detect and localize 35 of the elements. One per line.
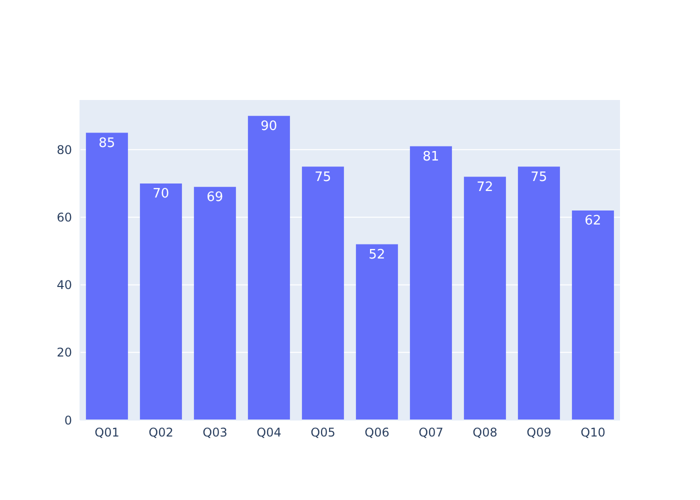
data-label: 62 <box>584 214 602 229</box>
data-label: 75 <box>530 170 548 185</box>
x-tick-label: Q08 <box>472 426 498 440</box>
data-label: 90 <box>260 119 278 134</box>
bar <box>302 166 344 420</box>
data-label: 69 <box>206 190 224 206</box>
data-label: 85 <box>98 136 116 152</box>
x-tick-label: Q01 <box>94 426 120 440</box>
x-tick-label: Q09 <box>526 426 552 440</box>
x-tick-label: Q10 <box>580 426 606 440</box>
bar <box>140 183 182 420</box>
bar <box>464 176 506 420</box>
y-tick-label: 20 <box>56 346 72 360</box>
y-tick-label: 0 <box>64 413 72 428</box>
x-tick-label: Q07 <box>418 426 444 440</box>
bar <box>194 186 236 420</box>
data-label: 70 <box>152 186 170 202</box>
x-tick-label: Q03 <box>202 426 228 440</box>
data-label: 75 <box>314 170 332 185</box>
data-label: 81 <box>422 150 440 165</box>
bar <box>518 166 560 420</box>
x-tick-label: Q05 <box>310 426 336 440</box>
bar <box>572 210 614 420</box>
x-tick-label: Q06 <box>364 426 390 440</box>
bar <box>248 116 290 420</box>
y-tick-label: 60 <box>56 210 72 225</box>
y-tick-label: 40 <box>56 278 72 292</box>
data-label: 72 <box>476 180 494 195</box>
x-tick-label: Q04 <box>256 426 282 440</box>
bar <box>410 146 452 420</box>
data-label: 52 <box>368 248 386 263</box>
bar <box>86 132 128 420</box>
x-tick-label: Q02 <box>148 426 174 440</box>
y-tick-label: 80 <box>56 142 72 157</box>
bar <box>356 244 398 420</box>
